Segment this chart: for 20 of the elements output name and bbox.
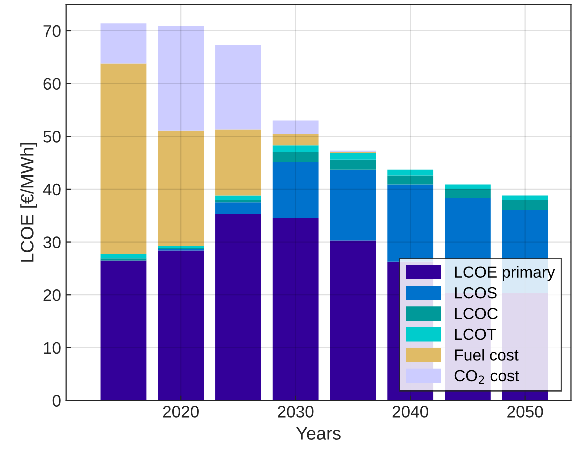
x-axis-title: Years <box>296 427 341 440</box>
legend-label: LCOS <box>455 287 497 299</box>
legend-label: Fuel cost <box>455 349 519 361</box>
legend-label: LCOE primary <box>455 266 556 282</box>
y-axis-title: LCOE [€/MWh] <box>20 143 38 262</box>
legend-label: LCOC <box>455 308 498 320</box>
y-tick-label: 70 <box>44 25 61 38</box>
y-tick-label: 0 <box>52 395 61 407</box>
legend-label: LCOT <box>455 328 496 340</box>
y-tick-label: 20 <box>44 290 61 302</box>
x-tick-label: 2040 <box>392 406 428 418</box>
y-tick-label: 30 <box>44 236 61 248</box>
y-tick-label: 50 <box>44 131 61 143</box>
legend-label: CO$_{2}$ cost <box>454 370 520 384</box>
y-tick-label: 10 <box>44 342 61 354</box>
y-tick-label: 60 <box>44 78 61 90</box>
x-tick-label: 2020 <box>163 406 199 418</box>
y-tick-label: 40 <box>43 184 61 196</box>
x-tick-label: 2050 <box>508 406 544 418</box>
x-tick-label: 2030 <box>278 406 314 418</box>
